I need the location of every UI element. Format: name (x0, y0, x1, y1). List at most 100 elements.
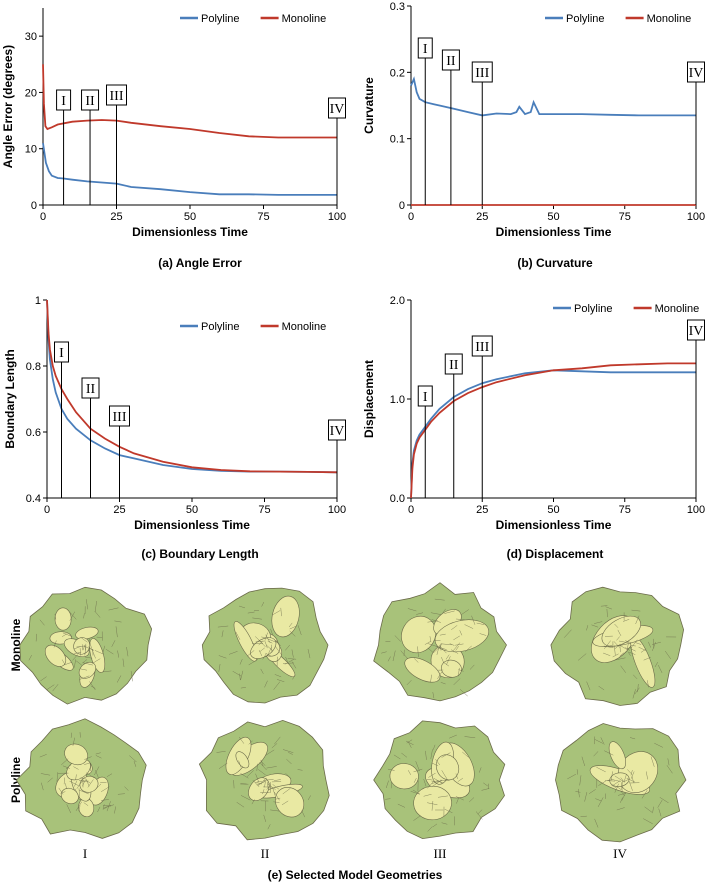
cell-edge (84, 763, 90, 765)
cell-edge (413, 777, 417, 783)
x-axis-title: Dimensionless Time (132, 225, 248, 239)
tissue-geometry-polyline-III (373, 720, 506, 840)
cell-edge (79, 668, 88, 671)
cell-edge (74, 659, 76, 668)
cell-edge (458, 669, 464, 672)
cell-edge (53, 640, 57, 648)
cell-edge (255, 773, 259, 783)
series-line-polyline (42, 142, 337, 196)
cell-edge (441, 752, 451, 758)
cell-edge (41, 782, 44, 791)
cell-edge (429, 636, 432, 643)
cell-edge (462, 751, 469, 758)
cell-edge (282, 788, 291, 795)
cell-edge (438, 643, 443, 650)
cell-edge (637, 683, 639, 693)
marker-box-II (441, 49, 460, 71)
cell-edge (258, 640, 263, 646)
cell-edge (614, 779, 621, 782)
tissue-geometry-monoline-IV (550, 586, 685, 706)
cell-edge (455, 643, 464, 646)
cell-edge (604, 640, 611, 650)
cell-edge (613, 641, 620, 648)
chart-angle-error: 0 25 50 75 100 0 10 20 30 Dimensionless Time Angle… (0, 0, 355, 250)
cell-edge (427, 780, 435, 789)
series-line-polyline (410, 76, 696, 117)
cell-edge (623, 778, 630, 782)
cell-edge (228, 651, 238, 655)
cell-edge (630, 648, 636, 652)
cell-edge (238, 605, 246, 609)
cell-edge (594, 739, 603, 744)
marker-box-I (56, 89, 72, 111)
cell-edge (431, 800, 434, 811)
cell-edge (457, 777, 464, 782)
chart-curvature: 0 25 50 75 100 0 0.1 0.2 0.3 Dimensionless Time Cu… (355, 0, 710, 250)
cell-edge (483, 782, 488, 787)
cell-edge (217, 625, 229, 628)
lumen-region (248, 777, 270, 801)
cell-edge (603, 645, 613, 648)
cell-edge (92, 658, 101, 664)
cell-edge (61, 659, 65, 665)
cell-edge (288, 752, 293, 755)
marker-label-II: II (86, 382, 96, 397)
cell-edge (387, 768, 395, 771)
cell-edge (426, 779, 433, 781)
y-tick-label: 10 (25, 144, 37, 156)
cell-edge (629, 652, 636, 655)
cell-edge (643, 657, 651, 661)
cell-edge (415, 761, 420, 772)
cell-edge (307, 795, 311, 801)
cell-edge (89, 681, 96, 691)
cell-edge (271, 644, 273, 653)
cell-edge (56, 772, 58, 782)
cell-edge (221, 630, 224, 638)
cell-edge (256, 781, 266, 786)
cell-edge (612, 653, 619, 658)
cell-edge (89, 641, 92, 649)
cell-edge (80, 637, 88, 643)
y-tick-label: 0.6 (26, 427, 41, 439)
cell-edge (280, 607, 282, 617)
cell-edge (440, 643, 452, 645)
x-axis-title: Dimensionless Time (496, 225, 612, 239)
legend-label-monoline: Monoline (282, 13, 327, 25)
cell-edge (240, 795, 251, 801)
cell-edge (276, 679, 285, 682)
cell-edge (106, 773, 113, 777)
cell-edge (586, 625, 589, 631)
cell-edge (588, 789, 596, 794)
lumen-region (54, 607, 72, 631)
cell-edge (115, 626, 118, 638)
cell-edge (82, 662, 93, 666)
cell-edge (665, 650, 671, 660)
cell-edge (80, 777, 86, 780)
cell-edge (267, 638, 277, 643)
cell-edge (297, 625, 302, 635)
cell-edge (434, 640, 441, 641)
cell-edge (97, 806, 101, 813)
column-label-0: I (83, 846, 87, 861)
cell-edge (236, 802, 245, 808)
cell-edge (86, 599, 88, 610)
cell-edge (129, 755, 137, 763)
cell-edge (658, 664, 663, 673)
lumen-region (608, 741, 627, 770)
cell-edge (620, 797, 623, 803)
cell-edge (564, 629, 572, 638)
cell-edge (597, 797, 604, 807)
cell-edge (594, 818, 599, 828)
marker-box-III (471, 335, 493, 357)
cell-edge (266, 785, 271, 790)
cell-edge (274, 645, 282, 655)
cell-edge (401, 752, 408, 758)
cell-edge (111, 640, 116, 647)
x-tick-label: 100 (687, 504, 705, 516)
chart-displacement-svg: 0 25 50 75 100 0.0 1.0 2.0 Dimensionless Time Dis… (362, 295, 705, 532)
cell-edge (240, 773, 249, 779)
lumen-region (401, 615, 437, 654)
cell-edge (667, 758, 670, 766)
cell-edge (635, 642, 642, 645)
cell-edge (260, 668, 264, 674)
